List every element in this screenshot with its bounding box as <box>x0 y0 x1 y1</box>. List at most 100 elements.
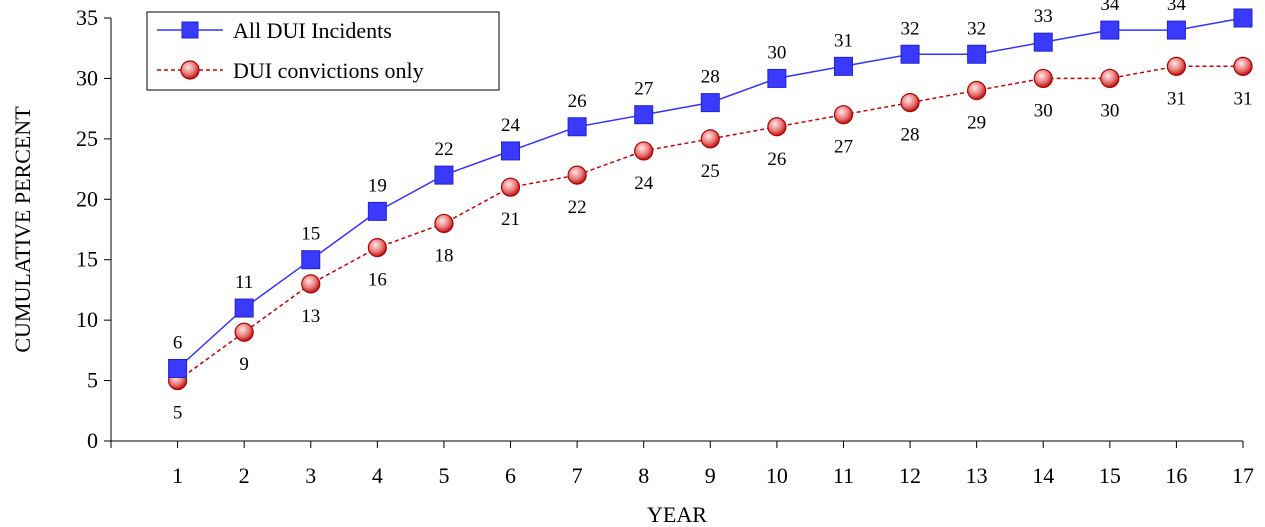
data-point-square <box>567 117 587 137</box>
data-point-square <box>168 358 188 378</box>
data-point-circle <box>367 238 387 258</box>
x-tick-label: 13 <box>966 463 988 488</box>
data-label: 31 <box>1234 88 1253 109</box>
data-label: 27 <box>834 137 853 158</box>
y-tick-label: 35 <box>76 5 98 30</box>
data-label: 9 <box>239 354 249 375</box>
x-tick-label: 2 <box>239 463 250 488</box>
data-point-circle <box>301 274 321 294</box>
data-label: 18 <box>434 245 453 266</box>
data-label: 21 <box>501 209 520 230</box>
data-label: 16 <box>368 270 387 291</box>
data-label: 29 <box>967 113 986 134</box>
x-tick-label: 16 <box>1165 463 1187 488</box>
data-point-square <box>1033 32 1053 52</box>
data-point-square <box>301 250 321 270</box>
x-tick-label: 15 <box>1099 463 1121 488</box>
data-label: 30 <box>1034 100 1053 121</box>
data-point-circle <box>634 141 654 161</box>
data-point-circle <box>833 105 854 125</box>
y-axis-title: CUMULATIVE PERCENT <box>10 106 35 353</box>
data-point-circle <box>767 117 787 137</box>
data-labels: 5 9 13 16 18 21 22 24 25 26 27 28 29 30 30 31 31 6 11 15 19 2… <box>173 0 1253 424</box>
data-label: 33 <box>1034 6 1053 27</box>
x-tick-label: 9 <box>705 463 716 488</box>
data-point-circle <box>967 80 987 101</box>
data-label: 26 <box>767 149 786 170</box>
data-point-circle <box>567 165 587 185</box>
data-label: 5 <box>173 403 183 424</box>
data-point-square <box>1166 20 1186 40</box>
data-point-square <box>967 44 987 64</box>
data-label: 6 <box>173 332 183 353</box>
y-tick-label: 0 <box>87 428 98 453</box>
legend-label-convictions: DUI convictions only <box>233 58 424 83</box>
data-point-circle <box>1100 68 1120 89</box>
x-tick-label: 10 <box>766 463 788 488</box>
series-line <box>177 65 1243 382</box>
y-tick-label: 15 <box>76 247 98 272</box>
x-tick-label: 14 <box>1032 463 1054 488</box>
x-tick-label: 3 <box>305 463 316 488</box>
legend-box <box>146 11 500 91</box>
data-label: 22 <box>568 197 587 218</box>
data-point-circle <box>1166 56 1187 76</box>
data-label: 30 <box>1100 100 1119 121</box>
data-label: 13 <box>301 306 320 327</box>
data-label: 27 <box>634 79 653 100</box>
y-tick-label: 10 <box>76 307 98 332</box>
x-tick-label: 12 <box>899 463 921 488</box>
data-label: 22 <box>434 139 453 160</box>
data-label: 28 <box>901 125 920 146</box>
data-label: 26 <box>568 91 587 112</box>
y-tick-label: 30 <box>76 65 98 90</box>
data-point-square <box>1233 8 1253 28</box>
series-layer <box>167 8 1253 391</box>
data-label: 35 <box>1234 0 1253 3</box>
data-label: 24 <box>501 115 521 136</box>
data-label: 15 <box>301 224 320 245</box>
data-label: 34 <box>1100 0 1120 15</box>
data-point-circle <box>900 92 920 113</box>
data-point-square <box>1100 20 1120 40</box>
data-point-square <box>767 68 787 88</box>
x-axis-title: YEAR <box>647 502 707 527</box>
data-label: 31 <box>1167 88 1186 109</box>
data-point-square <box>367 201 387 221</box>
data-point-square <box>700 93 720 113</box>
data-point-circle <box>234 322 254 342</box>
data-label: 25 <box>701 161 720 182</box>
data-label: 24 <box>634 173 654 194</box>
x-tick-label: 6 <box>505 463 516 488</box>
data-label: 31 <box>834 30 853 51</box>
x-tick-label: 8 <box>638 463 649 488</box>
y-tick-label: 5 <box>87 368 98 393</box>
x-tick-label: 5 <box>438 463 449 488</box>
data-point-square <box>900 44 920 64</box>
data-label: 30 <box>767 42 786 63</box>
legend-marker-convictions <box>180 60 200 80</box>
data-label: 32 <box>967 18 986 39</box>
y-tick-label: 25 <box>76 126 98 151</box>
data-point-circle <box>500 177 521 197</box>
x-tick-label: 7 <box>572 463 583 488</box>
legend: All DUI Incidents DUI convictions only <box>146 11 500 91</box>
data-point-circle <box>700 129 720 149</box>
data-point-square <box>234 298 254 318</box>
data-label: 32 <box>901 18 920 39</box>
data-point-circle <box>1033 68 1053 89</box>
data-point-circle <box>434 213 454 234</box>
data-point-circle <box>1233 56 1253 76</box>
x-tick-label: 11 <box>833 463 854 488</box>
x-tick-label: 17 <box>1232 463 1254 488</box>
legend-label-all-dui: All DUI Incidents <box>233 18 392 43</box>
data-label: 28 <box>701 67 720 88</box>
data-label: 11 <box>235 272 253 293</box>
data-point-square <box>833 56 853 76</box>
data-point-square <box>501 141 521 161</box>
data-point-square <box>434 165 454 185</box>
legend-marker-all-dui <box>181 21 199 39</box>
y-tick-label: 20 <box>76 186 98 211</box>
